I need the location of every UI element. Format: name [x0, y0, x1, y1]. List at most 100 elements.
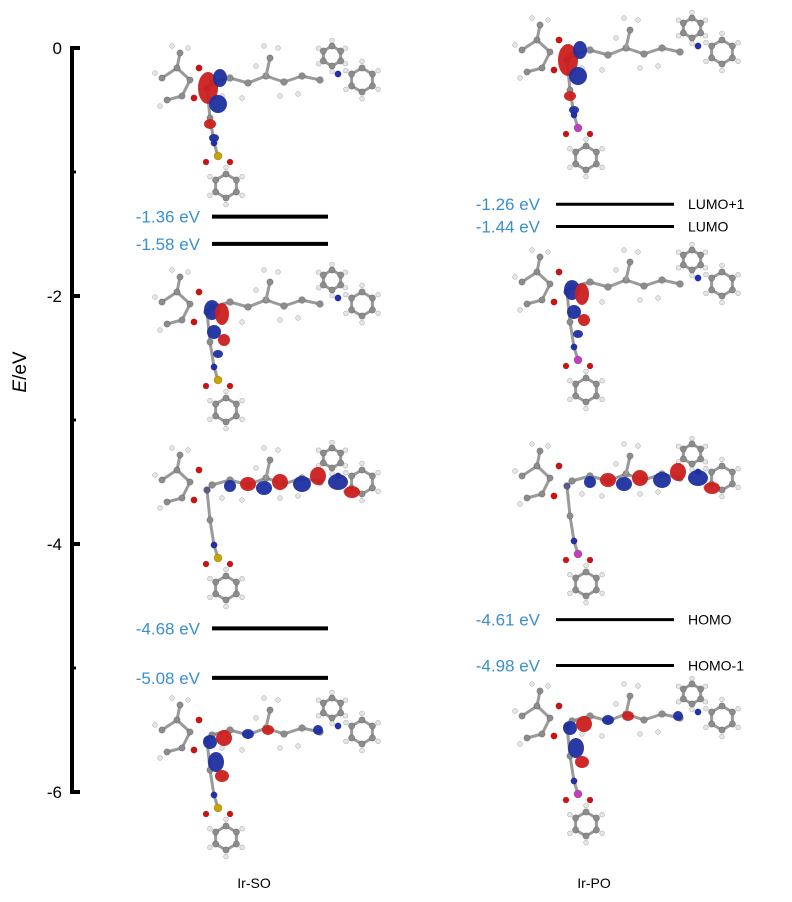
atom	[342, 713, 349, 719]
atom	[163, 748, 171, 756]
atom	[343, 86, 349, 92]
atom	[319, 281, 327, 289]
atom	[185, 269, 191, 275]
orbital-lobe-negative	[568, 738, 584, 758]
bond	[208, 768, 216, 797]
atom	[582, 568, 590, 576]
atom	[635, 249, 641, 255]
atom	[261, 695, 267, 701]
atom	[222, 822, 230, 830]
atom	[703, 706, 709, 712]
atom	[232, 578, 240, 586]
atom	[599, 572, 605, 578]
atom	[735, 484, 741, 490]
atom	[329, 37, 335, 44]
atom	[582, 832, 590, 840]
atom	[517, 741, 523, 747]
atom	[582, 808, 590, 816]
atom	[328, 464, 336, 472]
atom	[697, 29, 705, 37]
atom	[368, 306, 376, 314]
atom	[328, 62, 336, 70]
atom	[517, 307, 523, 313]
atom	[688, 266, 696, 274]
atom	[640, 282, 648, 290]
atom	[266, 54, 274, 62]
atom	[718, 36, 726, 44]
atom	[572, 574, 580, 582]
atom	[342, 45, 349, 51]
atom	[319, 699, 327, 707]
atom	[261, 43, 267, 49]
orbital-lobe-positive	[575, 283, 589, 305]
atom	[337, 47, 345, 55]
orbital-lobe-negative	[569, 67, 587, 85]
atom	[375, 720, 381, 726]
atom	[176, 451, 184, 459]
energy-axis: 0 -2 -4 -6	[47, 39, 80, 802]
atom	[208, 481, 216, 489]
atom	[207, 576, 213, 582]
atom	[253, 287, 259, 293]
atom	[582, 374, 590, 382]
orbital-lobe-positive	[622, 711, 634, 721]
atom	[702, 33, 709, 39]
atom	[697, 695, 705, 703]
orbital-images	[152, 9, 741, 860]
atom	[708, 42, 716, 50]
atom	[212, 176, 220, 184]
atom	[708, 708, 716, 716]
atom	[604, 51, 612, 59]
atom	[342, 269, 349, 275]
atom	[728, 708, 736, 716]
orbital-lobe-negative	[563, 721, 577, 735]
orbital-lobe-positive	[704, 482, 720, 494]
atom	[573, 789, 583, 799]
bond	[205, 488, 212, 522]
atom	[213, 375, 223, 385]
atom	[719, 30, 725, 37]
atom	[226, 560, 234, 568]
atom	[583, 136, 589, 143]
atom	[342, 697, 349, 703]
atom	[583, 599, 589, 606]
atom	[239, 747, 245, 753]
atom	[239, 192, 245, 199]
atom	[555, 702, 563, 710]
atom	[718, 292, 726, 300]
atom	[719, 493, 725, 500]
atom	[207, 398, 213, 404]
atom	[375, 738, 381, 744]
atom	[329, 689, 335, 696]
atom	[599, 733, 605, 739]
atom	[523, 734, 531, 742]
atom	[253, 465, 259, 471]
atom	[592, 574, 600, 582]
atom	[536, 447, 544, 455]
orbital-lobe-negative	[573, 41, 587, 59]
atom	[679, 685, 687, 693]
atom	[219, 495, 225, 501]
energy-levels: -1.36 eV -1.58 eV -4.68 eV -5.08 eV -1.26 eV…	[136, 195, 745, 688]
atom	[275, 447, 281, 453]
compound-label-ir-so: Ir-SO	[237, 875, 271, 891]
atom	[358, 466, 366, 474]
tick-label: -6	[47, 783, 62, 802]
atom	[277, 495, 283, 501]
atom	[223, 566, 229, 573]
atom	[210, 541, 218, 549]
atom	[206, 516, 214, 524]
atom	[572, 586, 580, 594]
atom	[533, 702, 541, 710]
atom	[562, 556, 570, 564]
atom	[567, 590, 573, 597]
atom	[358, 64, 366, 72]
atom	[169, 445, 175, 451]
atom	[222, 170, 230, 178]
atom	[375, 488, 381, 494]
atom	[570, 343, 578, 351]
atom	[579, 731, 585, 737]
atom	[223, 201, 229, 208]
atom	[637, 65, 643, 71]
energy-label-homo-1: -5.08 eV	[136, 669, 201, 688]
